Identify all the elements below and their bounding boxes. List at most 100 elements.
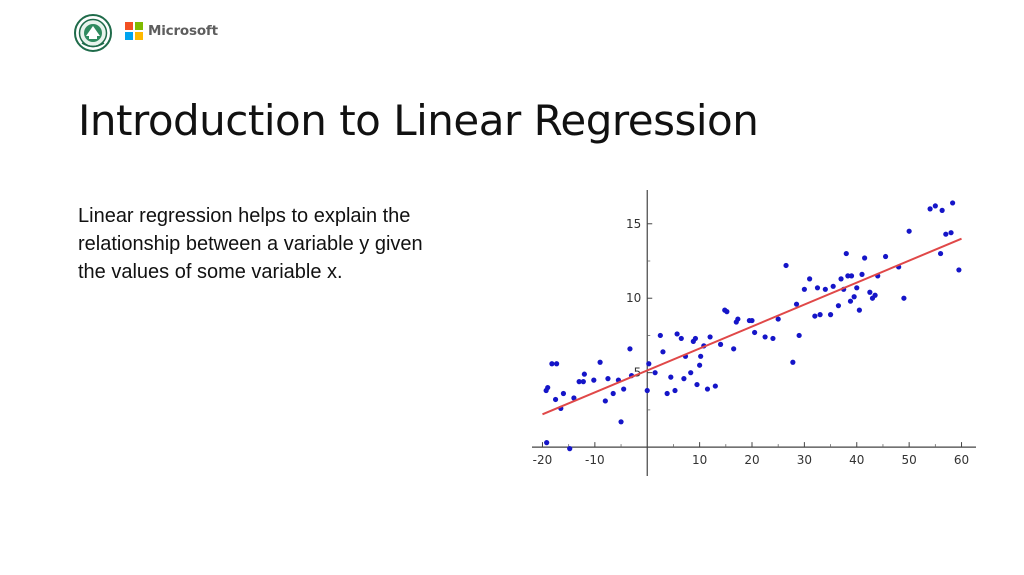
data-point (704, 386, 711, 392)
x-tick-label: -20 (533, 453, 553, 467)
data-point (724, 309, 730, 315)
data-point (851, 294, 857, 300)
data-point (560, 390, 567, 397)
ms-square-yellow (135, 32, 143, 40)
data-point (845, 273, 851, 279)
scatter-chart: -20 -10 10 20 30 40 50 60 5 10 15 (522, 188, 980, 486)
data-point (814, 285, 821, 291)
data-point (835, 303, 842, 309)
data-point (854, 285, 860, 291)
data-point (790, 359, 796, 365)
x-tick-label: 60 (954, 453, 969, 467)
microsoft-logo: Microsoft (125, 22, 218, 40)
data-point (956, 267, 962, 273)
data-point (621, 386, 627, 392)
data-point (848, 273, 855, 279)
data-point (867, 289, 873, 295)
data-point (554, 361, 560, 367)
data-point (856, 307, 862, 313)
data-point (698, 353, 704, 359)
data-point (939, 207, 945, 213)
data-point (801, 286, 807, 292)
data-point (775, 316, 781, 322)
data-point (678, 335, 684, 342)
data-point (807, 276, 813, 282)
data-point (610, 390, 616, 397)
data-point (688, 370, 694, 376)
data-point (657, 332, 663, 339)
ms-square-red (125, 22, 133, 30)
data-point (937, 250, 944, 257)
data-point (567, 446, 573, 452)
data-point (906, 228, 912, 234)
y-tick-label: 10 (626, 291, 641, 305)
data-point (783, 262, 789, 269)
data-point (591, 377, 597, 383)
x-tick-label: 40 (849, 453, 864, 467)
data-point (581, 371, 587, 377)
data-point (646, 361, 652, 367)
data-point (862, 255, 868, 261)
data-point (664, 390, 670, 397)
data-point (735, 316, 741, 322)
data-point (602, 398, 608, 404)
data-point (692, 335, 699, 342)
data-point (847, 298, 854, 304)
data-point (681, 376, 687, 382)
data-point (571, 395, 577, 401)
data-point (943, 231, 949, 237)
microsoft-logo-icon (125, 22, 143, 40)
data-point (770, 335, 776, 342)
data-point (872, 292, 878, 298)
data-point (660, 349, 666, 355)
data-point (793, 301, 800, 307)
data-point (707, 334, 713, 340)
data-point (697, 362, 703, 368)
slide-body-text: Linear regression helps to explain the r… (78, 205, 423, 283)
slide-title: Introduction to Linear Regression (78, 96, 759, 145)
data-point (749, 317, 755, 324)
data-point (544, 440, 550, 446)
data-point (652, 370, 658, 376)
data-point (827, 312, 834, 318)
data-point (859, 271, 865, 277)
data-point (838, 276, 844, 282)
data-point (762, 334, 768, 340)
ms-square-green (135, 22, 143, 30)
data-point (712, 383, 718, 389)
data-point (627, 346, 633, 352)
data-point (549, 361, 555, 367)
x-tick-label: 30 (797, 453, 812, 467)
data-point (545, 384, 551, 391)
data-point (605, 376, 611, 382)
data-point (901, 295, 907, 301)
data-point (752, 329, 758, 336)
data-point (576, 379, 582, 385)
y-tick-label: 15 (626, 217, 641, 231)
data-point (882, 253, 889, 260)
x-tick-label: 50 (902, 453, 917, 467)
x-tick-label: -10 (585, 453, 605, 467)
data-point (552, 396, 559, 403)
data-point (580, 379, 586, 385)
x-tick-label: 10 (692, 453, 707, 467)
data-point (618, 419, 624, 425)
seal-logo (74, 14, 112, 52)
data-point (843, 250, 849, 257)
data-point (597, 359, 603, 365)
data-point (796, 332, 802, 339)
scatter-chart-svg: -20 -10 10 20 30 40 50 60 5 10 15 (532, 190, 976, 476)
data-point (948, 230, 954, 236)
ms-square-blue (125, 32, 133, 40)
x-tick-label: 20 (744, 453, 759, 467)
data-point (812, 313, 818, 319)
data-point (674, 331, 680, 337)
data-point (717, 341, 724, 347)
regression-line (542, 237, 962, 416)
microsoft-logo-text: Microsoft (148, 23, 218, 39)
data-point (731, 346, 737, 352)
data-point (932, 203, 938, 209)
data-point (694, 381, 700, 388)
data-point (644, 387, 650, 394)
data-point (927, 206, 933, 212)
